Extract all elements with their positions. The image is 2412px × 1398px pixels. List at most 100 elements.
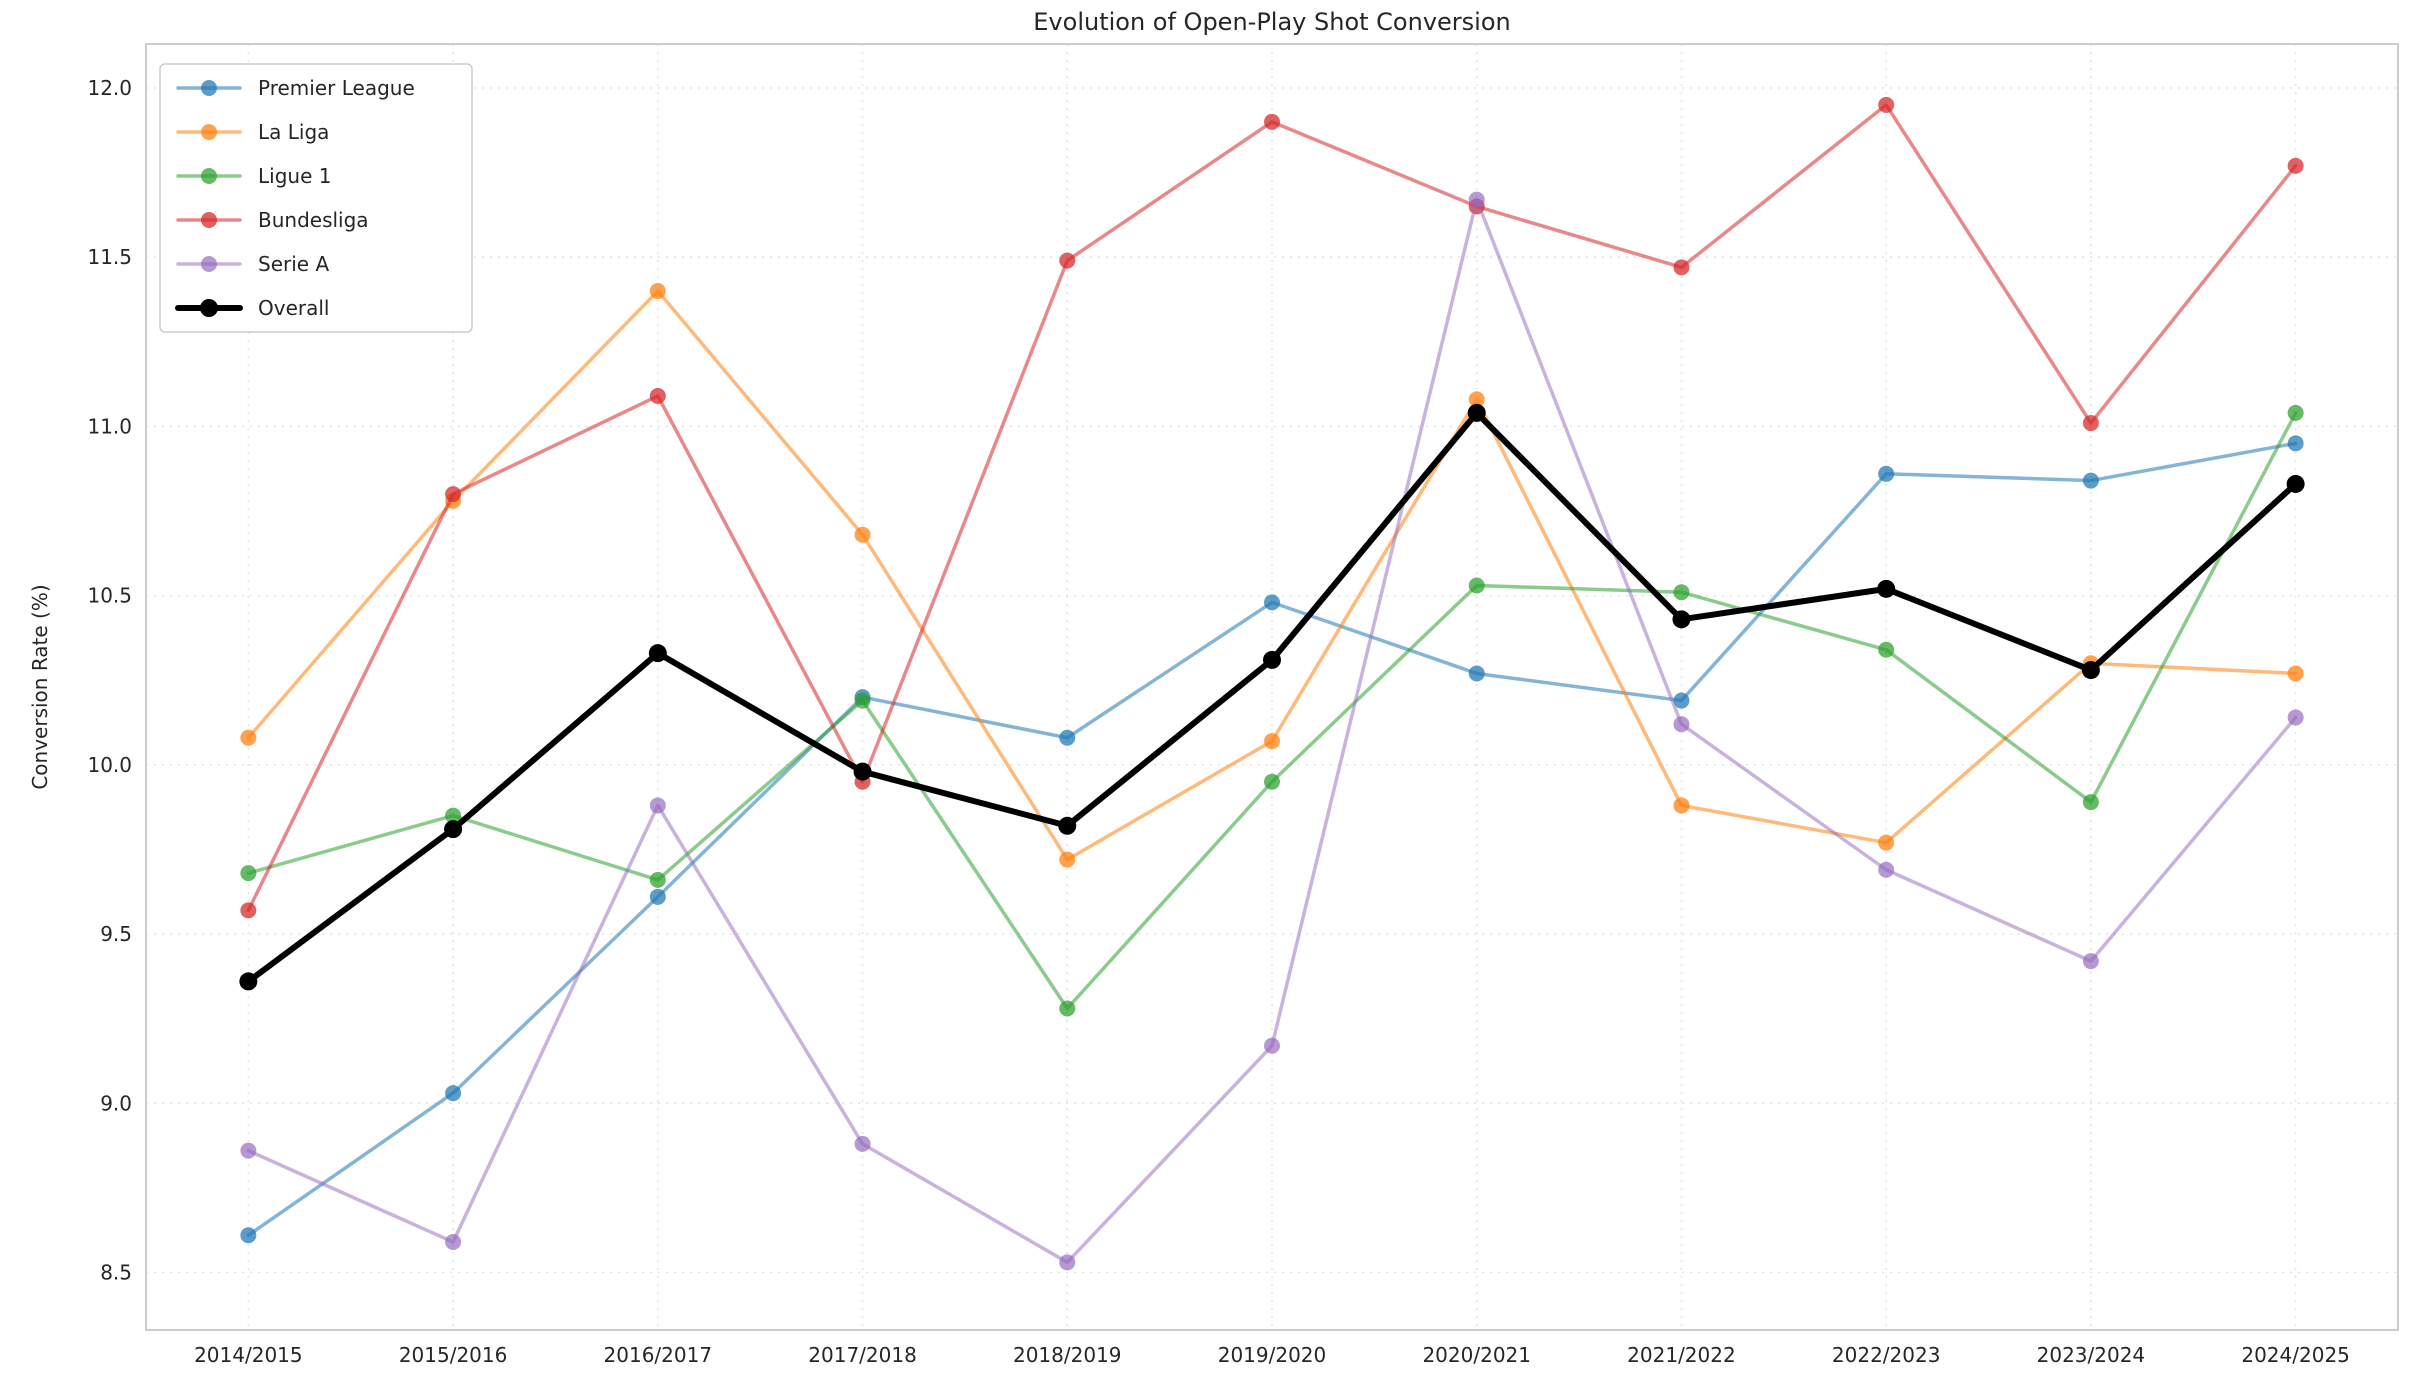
data-point-premier-league (2287, 435, 2304, 452)
data-point-la-liga (1673, 797, 1690, 814)
data-point-la-liga (1468, 391, 1485, 408)
data-point-ligue-1 (240, 865, 257, 882)
legend-marker-premier-league (201, 80, 217, 96)
legend: Premier League La Liga Ligue 1 Bundesliga Se… (159, 63, 473, 333)
legend-marker-overall (200, 299, 218, 317)
data-point-ligue-1 (1264, 773, 1280, 790)
data-point-overall (648, 644, 667, 663)
legend-item-serie-a: Serie A (176, 252, 329, 276)
data-point-premier-league (1468, 665, 1485, 682)
data-point-premier-league (2082, 472, 2099, 489)
legend-item-bundesliga: Bundesliga (176, 208, 369, 232)
data-point-ligue-1 (2287, 404, 2304, 421)
y-tick-label: 10.5 (87, 584, 132, 608)
legend-label-serie-a: Serie A (258, 252, 329, 276)
y-tick-label: 9.0 (100, 1091, 132, 1115)
x-tick-label: 2020/2021 (1422, 1343, 1531, 1367)
x-tick-label: 2017/2018 (808, 1343, 917, 1367)
data-point-serie-a (445, 1234, 462, 1251)
series-serie-a (240, 191, 2304, 1271)
legend-label-premier-league: Premier League (258, 76, 415, 100)
data-point-ligue-1 (1878, 641, 1895, 658)
x-tick-label: 2019/2020 (1218, 1343, 1327, 1367)
x-tick-label: 2024/2025 (2241, 1343, 2350, 1367)
legend-box (159, 63, 473, 333)
legend-label-ligue-1: Ligue 1 (258, 164, 331, 188)
data-point-la-liga (2287, 665, 2304, 682)
legend-marker-ligue-1 (201, 168, 217, 184)
legend-marker-serie-a (201, 256, 217, 272)
legend-label-bundesliga: Bundesliga (258, 208, 369, 232)
data-point-ligue-1 (854, 692, 871, 709)
x-tick-label: 2014/2015 (194, 1343, 303, 1367)
data-point-overall (2081, 661, 2100, 680)
data-point-overall (1877, 579, 1896, 598)
y-tick-label: 11.0 (87, 414, 132, 438)
data-point-overall (2286, 474, 2305, 493)
data-point-bundesliga (1878, 96, 1895, 113)
data-point-premier-league (1059, 729, 1076, 746)
plot-border (145, 43, 2399, 1331)
data-point-serie-a (240, 1142, 257, 1159)
data-point-serie-a (2082, 953, 2099, 970)
data-point-la-liga (1878, 834, 1895, 851)
series-ligue-1 (240, 404, 2304, 1017)
legend-label-overall: Overall (258, 296, 329, 320)
series-overall (239, 403, 2305, 991)
data-point-overall (853, 762, 872, 781)
data-point-serie-a (2287, 709, 2304, 726)
legend-label-la-liga: La Liga (258, 120, 329, 144)
data-point-bundesliga (240, 902, 257, 919)
legend-marker-la-liga (201, 124, 217, 140)
data-point-bundesliga (2287, 157, 2304, 174)
chart-title: Evolution of Open-Play Shot Conversion (1033, 8, 1511, 36)
series-line-overall (245, 409, 2299, 985)
data-point-la-liga (649, 283, 666, 300)
y-tick-label: 11.5 (87, 245, 132, 269)
grid (146, 44, 2398, 1330)
x-tick-label: 2021/2022 (1627, 1343, 1736, 1367)
x-tick-label: 2022/2023 (1832, 1343, 1941, 1367)
series-bundesliga (240, 96, 2304, 919)
data-point-serie-a (854, 1135, 871, 1152)
data-point-ligue-1 (649, 871, 666, 888)
x-tick-label: 2018/2019 (1013, 1343, 1122, 1367)
data-point-overall (444, 820, 463, 839)
data-point-la-liga (1059, 851, 1076, 868)
data-point-serie-a (1468, 191, 1485, 208)
data-point-premier-league (1878, 465, 1895, 482)
x-tick-label: 2023/2024 (2037, 1343, 2146, 1367)
data-point-premier-league (445, 1085, 462, 1102)
y-axis-label: Conversion Rate (%) (28, 584, 52, 790)
data-point-overall (1467, 403, 1486, 422)
data-point-bundesliga (1264, 113, 1280, 130)
data-point-bundesliga (1673, 259, 1690, 276)
data-point-serie-a (1878, 861, 1895, 878)
data-point-serie-a (1059, 1254, 1076, 1271)
series-premier-league (240, 435, 2304, 1244)
data-point-overall (1263, 650, 1281, 669)
data-point-overall (1672, 610, 1691, 629)
data-point-serie-a (1673, 716, 1690, 733)
data-point-premier-league (1264, 594, 1280, 611)
data-point-ligue-1 (1059, 1000, 1076, 1017)
series-line-ligue-1 (246, 411, 2298, 1011)
y-tick-label: 12.0 (87, 76, 132, 100)
data-point-premier-league (240, 1227, 257, 1244)
x-tick-label: 2016/2017 (604, 1343, 713, 1367)
y-tick-label: 9.5 (100, 922, 132, 946)
legend-marker-bundesliga (201, 212, 217, 228)
legend-item-premier-league: Premier League (176, 76, 415, 100)
data-point-overall (1058, 816, 1077, 835)
data-point-serie-a (1264, 1037, 1280, 1054)
data-point-premier-league (649, 888, 666, 905)
legend-item-overall: Overall (175, 296, 329, 320)
data-point-serie-a (649, 797, 666, 814)
data-point-bundesliga (649, 387, 666, 404)
y-tick-label: 10.0 (87, 753, 132, 777)
data-point-overall (239, 972, 258, 991)
data-point-premier-league (1673, 692, 1690, 709)
y-tick-label: 8.5 (100, 1260, 132, 1284)
legend-item-la-liga: La Liga (176, 120, 329, 144)
